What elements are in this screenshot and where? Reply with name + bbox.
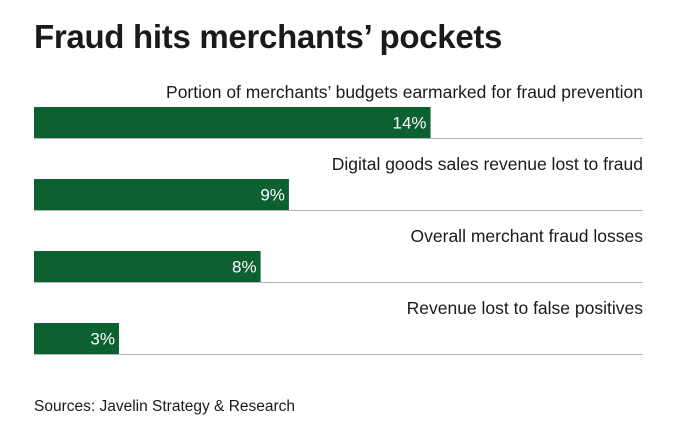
source-note: Sources: Javelin Strategy & Research <box>34 398 296 415</box>
value-label: 8% <box>232 258 257 277</box>
chart-title: Fraud hits merchants’ pockets <box>34 18 503 55</box>
category-label: Portion of merchants’ budgets earmarked … <box>166 82 643 102</box>
value-label: 9% <box>260 186 285 205</box>
bar <box>34 179 289 210</box>
category-label: Digital goods sales revenue lost to frau… <box>332 154 643 174</box>
bar <box>34 323 119 354</box>
bar <box>34 251 261 282</box>
value-label: 14% <box>393 114 427 133</box>
bar <box>34 107 431 138</box>
value-label: 3% <box>90 330 115 349</box>
category-label: Revenue lost to false positives <box>407 298 644 318</box>
category-label: Overall merchant fraud losses <box>411 226 644 246</box>
